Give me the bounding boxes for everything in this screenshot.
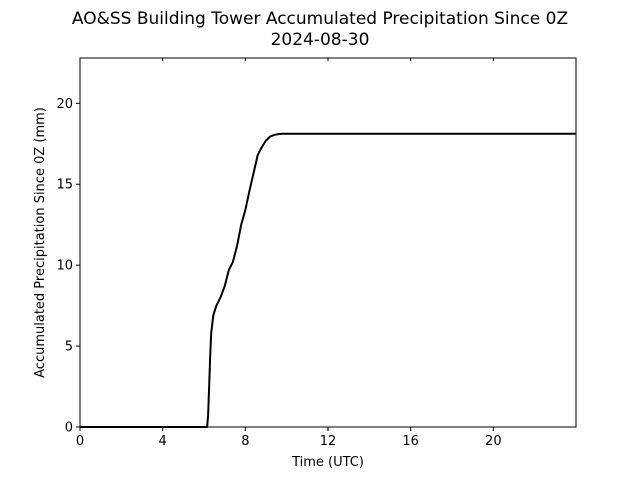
chart-subtitle: 2024-08-30 xyxy=(271,30,370,50)
y-tick-label: 20 xyxy=(56,97,73,112)
y-tick-label: 10 xyxy=(56,259,73,274)
x-tick-label: 0 xyxy=(76,434,84,449)
x-tick-label: 4 xyxy=(159,434,167,449)
y-tick-label: 15 xyxy=(56,178,73,193)
y-tick-label: 0 xyxy=(65,421,73,436)
plot-area-frame xyxy=(79,57,577,428)
y-tick-label: 5 xyxy=(65,340,73,355)
x-axis-label: Time (UTC) xyxy=(291,455,364,470)
x-tick-label: 12 xyxy=(320,434,337,449)
y-axis-label: Accumulated Precipitation Since 0Z (mm) xyxy=(33,107,48,378)
precipitation-series-line xyxy=(80,132,576,428)
y-axis-ticks: 0 5 10 15 20 xyxy=(56,97,80,436)
chart-title: AO&SS Building Tower Accumulated Precipi… xyxy=(72,9,568,29)
x-tick-label: 8 xyxy=(241,434,249,449)
x-axis-ticks: 0 4 8 12 16 20 xyxy=(76,58,502,449)
x-tick-label: 20 xyxy=(485,434,502,449)
x-tick-label: 16 xyxy=(402,434,419,449)
